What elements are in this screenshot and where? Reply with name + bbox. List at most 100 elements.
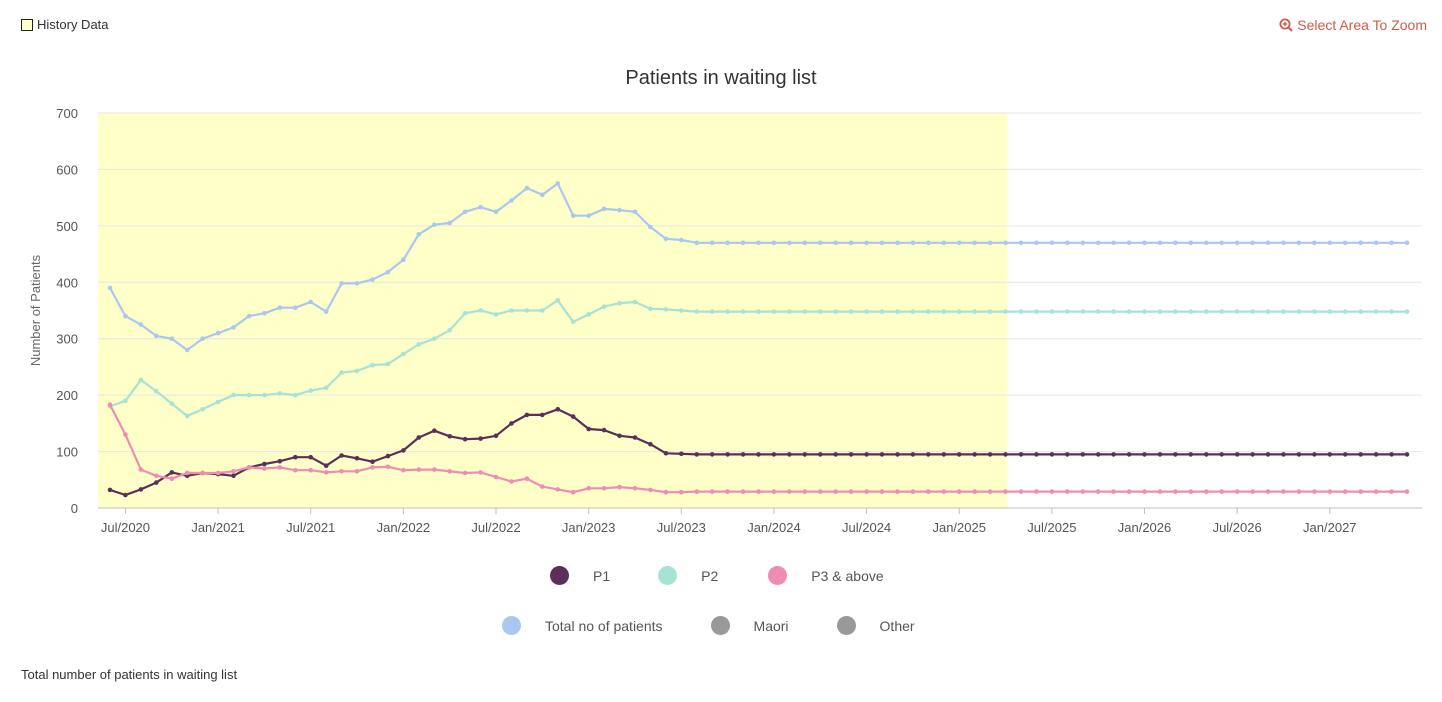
y-tick-label: 200 [56,388,78,403]
x-tick-label: Jan/2024 [747,520,801,535]
data-point-p2 [246,392,252,398]
data-point-p3-above [323,470,329,475]
data-point-p3-above [818,489,823,494]
data-point-p1 [1234,452,1240,457]
data-point-p1 [1296,452,1302,457]
data-point-p2 [401,351,406,357]
legend-item-maori[interactable]: Maori [710,616,789,635]
data-point-p2 [787,309,792,314]
data-point-p1 [663,451,669,456]
data-point-p1 [138,487,144,492]
data-point-total-no-of-patients [231,325,236,330]
data-point-total-no-of-patients [540,192,545,198]
data-point-total-no-of-patients [679,237,684,243]
data-point-total-no-of-patients [123,313,128,319]
data-point-p3-above [1049,489,1055,494]
x-tick-label: Jul/2026 [1213,520,1262,535]
data-point-p2 [154,388,159,394]
x-tick-label: Jan/2021 [191,520,245,535]
data-point-p1 [1342,452,1348,457]
data-point-p1 [1358,452,1363,457]
legend-dot-total [502,616,521,635]
data-point-total-no-of-patients [648,224,653,230]
data-point-total-no-of-patients [1111,240,1116,246]
data-point-p2 [1265,309,1271,314]
legend-item-other[interactable]: Other [836,616,915,635]
data-point-p1 [1404,452,1410,457]
x-tick-label: Jul/2025 [1027,520,1076,535]
x-tick-label: Jul/2020 [101,520,150,535]
data-point-p3-above [308,467,314,473]
data-point-p1 [926,452,931,457]
data-point-p2 [864,309,869,314]
data-point-p1 [509,421,514,426]
data-point-total-no-of-patients [323,309,329,314]
data-point-p1 [107,487,113,493]
data-point-p3-above [802,489,808,494]
data-point-p2 [416,342,422,347]
y-tick-label: 600 [56,162,78,177]
data-point-p3-above [401,467,406,473]
data-point-p1 [1265,452,1271,457]
data-point-p3-above [277,465,283,470]
data-point-p2 [926,309,931,314]
data-point-p2 [1049,309,1055,314]
data-point-p3-above [370,465,375,470]
data-point-p3-above [1034,489,1039,494]
data-point-p2 [771,309,777,314]
data-point-total-no-of-patients [1389,240,1394,246]
data-point-p2 [617,300,622,306]
legend-item-total[interactable]: Total no of patients [502,616,663,635]
data-point-p2 [462,311,468,316]
data-point-p2 [1003,309,1008,314]
x-tick-label: Jan/2027 [1303,520,1357,535]
select-area-zoom-label: Select Area To Zoom [1297,17,1427,33]
data-point-p1 [1111,452,1116,457]
legend-item-p2[interactable]: P2 [658,566,718,585]
data-point-p1 [756,452,761,457]
data-point-p2 [1342,309,1348,314]
zoom-in-icon [1279,18,1294,32]
data-point-total-no-of-patients [215,330,221,336]
data-point-p2 [802,309,808,314]
legend-row-groups: Total no of patients Maori Other [502,616,915,635]
data-point-p1 [910,452,916,457]
data-point-p3-above [1111,489,1116,494]
data-point-total-no-of-patients [802,240,808,246]
data-point-p1 [972,452,977,457]
data-point-total-no-of-patients [262,311,267,316]
data-point-p3-above [1404,489,1410,494]
data-point-total-no-of-patients [107,285,113,291]
data-point-p1 [1065,452,1070,457]
data-point-p3-above [184,470,190,476]
legend-item-p1[interactable]: P1 [550,566,610,585]
data-point-p2 [370,362,375,368]
data-point-p2 [308,388,314,393]
data-point-p2 [1157,309,1163,314]
legend-item-p3-above[interactable]: P3 & above [768,566,884,585]
y-tick-label: 100 [56,445,78,460]
data-point-p2 [679,308,684,313]
data-point-p2 [1065,309,1070,314]
data-point-p1 [385,453,391,459]
data-point-p2 [725,309,730,314]
data-point-p3-above [663,489,669,495]
data-point-p2 [663,307,669,312]
data-point-p2 [694,309,699,314]
history-data-label: History Data [37,17,109,32]
data-point-total-no-of-patients [200,336,205,342]
data-point-p3-above [972,489,977,494]
x-tick-label: Jul/2022 [471,520,520,535]
data-point-p1 [308,454,314,460]
data-point-p2 [169,401,175,406]
select-area-zoom-button[interactable]: Select Area To Zoom [1279,17,1427,33]
data-point-p3-above [679,489,684,495]
data-point-p3-above [1080,489,1086,494]
data-point-p1 [231,473,236,479]
data-point-p3-above [1342,489,1348,494]
data-point-total-no-of-patients [524,185,530,191]
data-point-total-no-of-patients [308,299,314,305]
data-point-total-no-of-patients [555,181,561,186]
data-point-p2 [1018,309,1024,314]
legend-label-maori: Maori [753,617,789,634]
